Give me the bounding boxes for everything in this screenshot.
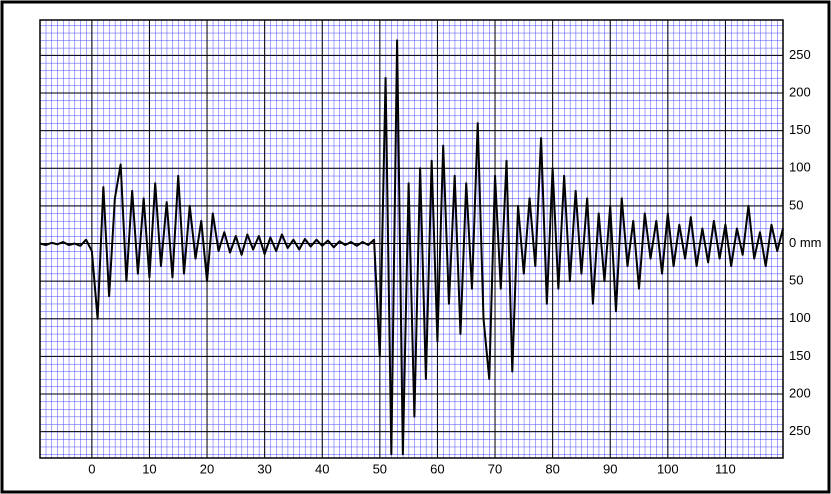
y-tick-label: 0 mm (789, 235, 822, 250)
x-tick-label: 110 (715, 461, 736, 476)
x-tick-label: 10 (142, 461, 156, 476)
x-tick-label: 70 (488, 461, 502, 476)
y-tick-label: 50 (789, 273, 803, 288)
plot-border (39, 19, 784, 459)
x-tick-label: 30 (257, 461, 271, 476)
x-tick-label: 60 (430, 461, 444, 476)
trace-line (39, 39, 784, 456)
y-tick-label: 50 (789, 197, 803, 212)
x-tick-label: 40 (315, 461, 329, 476)
x-tick-label: 0 (88, 461, 95, 476)
y-tick-label: 200 (789, 84, 811, 99)
y-tick-label: 250 (789, 423, 811, 438)
x-tick-label: 20 (200, 461, 214, 476)
x-tick-label: 90 (603, 461, 617, 476)
y-tick-label: 100 (789, 160, 811, 175)
y-tick-label: 200 (789, 385, 811, 400)
x-tick-label: 80 (545, 461, 559, 476)
y-tick-label: 250 (789, 47, 811, 62)
x-tick-label: 100 (657, 461, 679, 476)
y-tick-label: 150 (789, 122, 811, 137)
y-tick-label: 100 (789, 310, 811, 325)
plot: 250 200 150 100 50 0 mm 50 100 150 200 250 0 10 20 30 4… (39, 20, 822, 476)
x-tick-label: 50 (373, 461, 387, 476)
y-tick-label: 150 (789, 348, 811, 363)
